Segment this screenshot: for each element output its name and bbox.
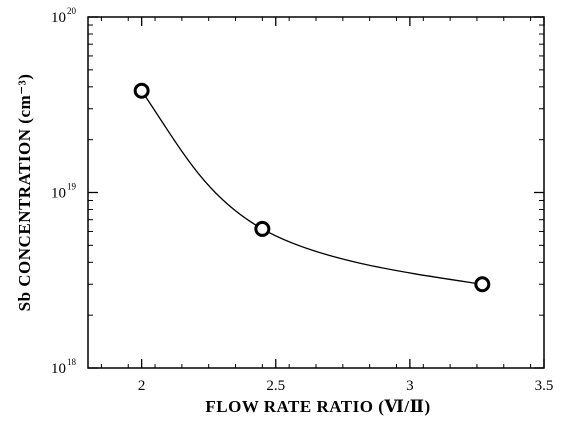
- y-tick-label-base: 10: [51, 186, 66, 202]
- y-tick-label-exponent: 20: [67, 6, 77, 16]
- plot-frame: [87, 16, 545, 369]
- y-tick-label-exponent: 19: [67, 182, 77, 192]
- minor-ticks: [88, 17, 544, 368]
- fit-curve: [141, 90, 483, 285]
- y-tick-label-exponent: 18: [67, 357, 77, 367]
- x-tick-labels: 2 2.5 3 3.5: [138, 378, 553, 394]
- x-tick-label: 2: [138, 378, 146, 394]
- y-tick-label: 10 19: [51, 182, 77, 202]
- major-ticks: [88, 16, 545, 369]
- data-point: [474, 276, 491, 293]
- x-axis-title: FLOW RATE RATIO (Ⅵ/Ⅱ): [205, 397, 430, 416]
- x-tick-label: 3.5: [535, 378, 554, 394]
- data-point: [133, 82, 150, 99]
- y-axis-title: Sb CONCENTRATION (cm⁻³): [15, 74, 34, 312]
- y-tick-label-base: 10: [51, 361, 66, 377]
- y-tick-label: 10 18: [51, 357, 77, 377]
- y-tick-label-base: 10: [51, 10, 66, 26]
- data-point: [254, 220, 271, 237]
- y-tick-label: 10 20: [51, 6, 77, 26]
- data-points: [133, 82, 491, 293]
- x-tick-label: 2.5: [266, 378, 285, 394]
- x-tick-label: 3: [406, 378, 414, 394]
